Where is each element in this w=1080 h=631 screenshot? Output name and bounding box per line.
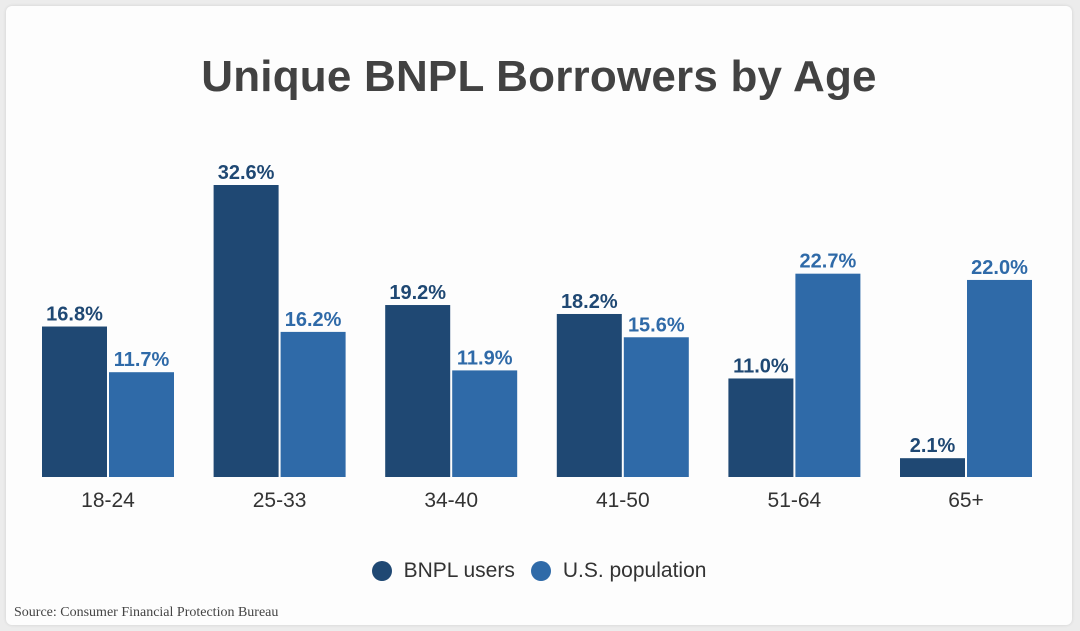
x-tick-label-41-50: 41-50 bbox=[596, 489, 650, 512]
chart-card: Unique BNPL Borrowers by Age 16.8% 11.7% 1… bbox=[6, 6, 1072, 625]
x-tick-label-65+: 65+ bbox=[948, 489, 984, 512]
legend: BNPL users U.S. population bbox=[6, 559, 1072, 583]
bar-bnpl-users-25-33 bbox=[213, 185, 279, 477]
source-note: Source: Consumer Financial Protection Bu… bbox=[14, 605, 279, 620]
data-label-us-population-41-50: 15.6% bbox=[628, 314, 685, 336]
data-label-bnpl-users-18-24: 16.8% bbox=[46, 304, 103, 326]
bar-bnpl-users-34-40 bbox=[385, 305, 451, 477]
bar-bnpl-users-65+ bbox=[900, 458, 965, 477]
bar-us-population-41-50 bbox=[623, 337, 689, 477]
data-label-bnpl-users-41-50: 18.2% bbox=[561, 291, 618, 313]
x-tick-label-18-24: 18-24 bbox=[81, 489, 135, 512]
bar-bnpl-users-51-64 bbox=[728, 378, 794, 477]
data-label-bnpl-users-25-33: 32.6% bbox=[218, 162, 275, 184]
legend-swatch-us-population bbox=[530, 561, 551, 581]
bar-us-population-18-24 bbox=[109, 372, 174, 477]
bar-us-population-51-64 bbox=[795, 273, 861, 477]
data-label-bnpl-users-34-40: 19.2% bbox=[389, 282, 446, 304]
legend-item-bnpl-users: BNPL users bbox=[371, 559, 515, 583]
legend-label-bnpl-users: BNPL users bbox=[403, 559, 515, 582]
data-label-us-population-25-33: 16.2% bbox=[285, 309, 342, 331]
x-tick-label-25-33: 25-33 bbox=[253, 489, 307, 512]
bar-bnpl-users-18-24 bbox=[42, 326, 107, 477]
data-label-us-population-65+: 22.0% bbox=[971, 257, 1028, 279]
legend-label-us-population: U.S. population bbox=[562, 559, 707, 582]
chart-title: Unique BNPL Borrowers by Age bbox=[201, 52, 877, 101]
x-tick-label-34-40: 34-40 bbox=[424, 489, 478, 512]
bar-bnpl-users-41-50 bbox=[556, 313, 622, 477]
legend-item-us-population: U.S. population bbox=[530, 559, 707, 583]
data-label-bnpl-users-65+: 2.1% bbox=[910, 435, 956, 457]
bar-us-population-25-33 bbox=[280, 331, 346, 477]
legend-swatch-bnpl-users bbox=[371, 561, 392, 581]
x-tick-label-51-64: 51-64 bbox=[768, 489, 822, 512]
bar-us-population-65+ bbox=[967, 279, 1032, 477]
bar-chart: 16.8% 11.7% 18-24 32.6% 16.2% 25-33 19.2% 11.9%… bbox=[42, 162, 1032, 512]
data-label-us-population-34-40: 11.9% bbox=[457, 347, 513, 369]
data-label-us-population-51-64: 22.7% bbox=[800, 251, 857, 273]
data-label-us-population-18-24: 11.7% bbox=[114, 349, 170, 371]
bar-us-population-34-40 bbox=[452, 370, 518, 477]
data-label-bnpl-users-51-64: 11.0% bbox=[733, 355, 789, 377]
